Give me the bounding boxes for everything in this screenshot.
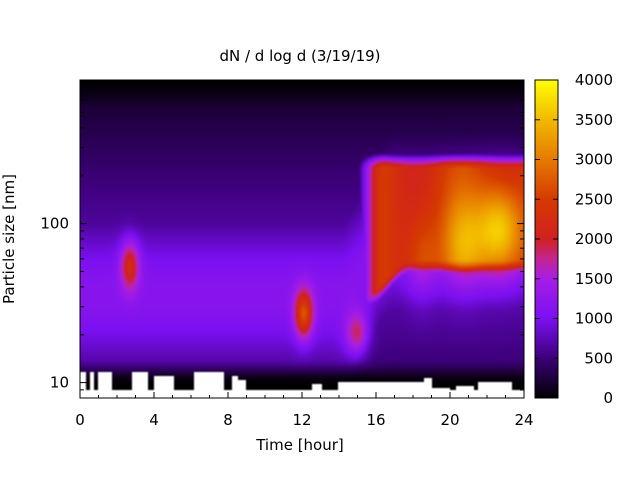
x-tick-label: 0 [75, 411, 85, 429]
y-tick-label: 10 [50, 374, 69, 392]
x-axis: 0 4 8 12 16 20 24 [75, 80, 534, 429]
colorbar-tick-label: 3500 [575, 111, 613, 129]
heatmap-plot [80, 80, 524, 398]
colorbar-tick-label: 2500 [575, 190, 613, 208]
y-axis: 10 100 [40, 79, 524, 399]
colorbar-tick-label: 3000 [575, 151, 613, 169]
colorbar-ticks: 0 500 1000 1500 2000 2500 3000 3500 4000 [535, 71, 613, 407]
colorbar-tick-label: 4000 [575, 71, 613, 89]
x-tick-label: 24 [514, 411, 533, 429]
x-tick-label: 12 [292, 411, 311, 429]
heatmap-image [80, 80, 524, 398]
colorbar-tick-label: 500 [584, 349, 613, 367]
y-axis-label: Particle size [nm] [0, 174, 18, 304]
colorbar-tick-label: 1500 [575, 270, 613, 288]
x-tick-label: 16 [366, 411, 385, 429]
colorbar-tick-label: 1000 [575, 310, 613, 328]
colorbar: 0 500 1000 1500 2000 2500 3000 3500 4000 [534, 71, 613, 407]
x-axis-label: Time [hour] [255, 436, 344, 454]
chart-title: dN / d log d (3/19/19) [219, 47, 380, 65]
x-tick-label: 8 [223, 411, 233, 429]
x-tick-label: 4 [149, 411, 159, 429]
x-tick-label: 20 [440, 411, 459, 429]
colorbar-tick-label: 2000 [575, 230, 613, 248]
y-tick-label: 100 [40, 215, 69, 233]
colorbar-tick-label: 0 [603, 389, 613, 407]
